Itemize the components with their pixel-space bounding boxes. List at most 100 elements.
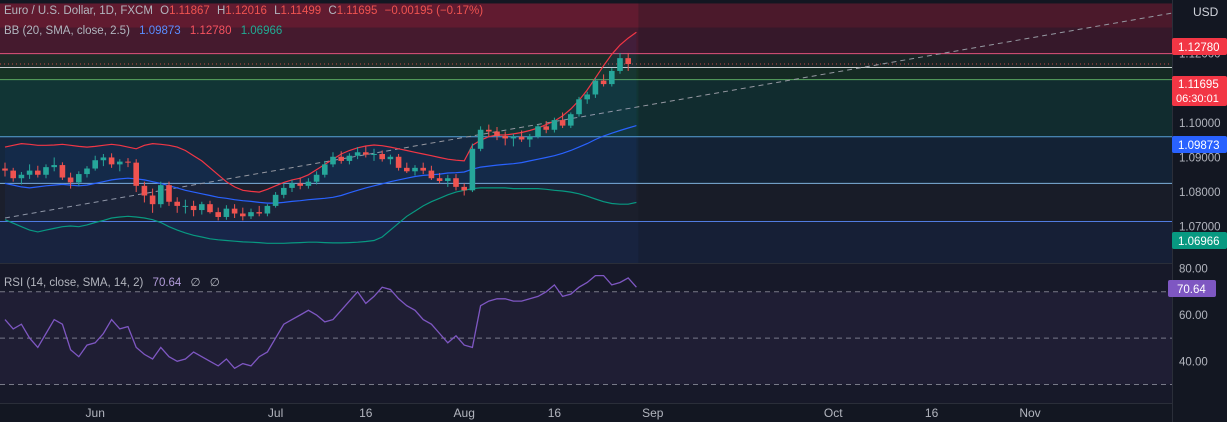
- candle: [404, 162, 410, 174]
- svg-text:RSI (14, close, SMA, 14, 2): RSI (14, close, SMA, 14, 2) 70.64 ∅ ∅: [4, 277, 220, 289]
- time-tick-labels[interactable]: Jun Jul 16 Aug 16 Sep Oct 16 Nov: [86, 406, 1041, 420]
- candle: [363, 146, 369, 158]
- candle: [108, 153, 115, 168]
- price-levels: [0, 53, 1172, 222]
- candle-body: [428, 170, 435, 179]
- candle: [289, 179, 295, 193]
- candle: [67, 172, 74, 189]
- candle: [117, 159, 123, 172]
- rsi-background: [0, 264, 1172, 403]
- candle-body: [207, 204, 213, 213]
- candle-body: [330, 156, 336, 165]
- currency-label[interactable]: USD: [1193, 5, 1219, 19]
- candle: [305, 178, 312, 189]
- candle-body: [199, 204, 205, 211]
- candle: [92, 155, 98, 171]
- high-value: 1.12016: [225, 5, 267, 17]
- candle-body: [379, 153, 385, 160]
- candle-body: [592, 80, 599, 95]
- rsi-legend-label[interactable]: RSI (14, close, SMA, 14, 2): [4, 277, 144, 289]
- candle: [313, 171, 320, 185]
- time-tick-label: Jun: [86, 406, 105, 420]
- low-value: 1.11499: [280, 5, 321, 17]
- candle-body: [576, 99, 582, 115]
- rsi-band-fill: [0, 291, 1172, 385]
- candle: [35, 165, 41, 178]
- candle: [272, 192, 279, 208]
- candle-body: [133, 162, 139, 186]
- candle-body: [502, 135, 508, 139]
- candlestick-series: [2, 52, 631, 221]
- candle: [84, 166, 90, 178]
- candle: [420, 162, 426, 175]
- rsi-tick-label: 40.00: [1179, 356, 1208, 368]
- candle-body: [100, 157, 107, 161]
- candle: [125, 158, 131, 168]
- candle: [576, 96, 582, 117]
- candle-body: [395, 156, 402, 168]
- candle: [445, 174, 451, 187]
- candle-body: [84, 168, 90, 175]
- candle-body: [272, 194, 279, 206]
- candle-body: [264, 205, 271, 214]
- candle: [158, 181, 164, 208]
- legend: Euro / U.S. Dollar, 1D, FXCM O1.11867 H1…: [4, 5, 483, 289]
- candle: [26, 164, 33, 179]
- price-zone: [0, 27, 1172, 54]
- svg-text:BB (20, SMA, close, 2.5): BB (20, SMA, close, 2.5) 1.09873 1.12780…: [4, 25, 282, 37]
- candle-body: [543, 126, 549, 130]
- price-zone: [0, 67, 1172, 80]
- candle-body: [158, 185, 164, 205]
- bb-upper-value: 1.12780: [190, 25, 232, 37]
- candle-body: [510, 136, 517, 139]
- candle-body: [461, 186, 467, 191]
- candle-body: [609, 70, 615, 85]
- price-zone: [0, 79, 1172, 137]
- candle: [535, 124, 541, 139]
- last-price-badge: [1172, 76, 1227, 106]
- candle: [199, 201, 205, 215]
- candle: [584, 91, 590, 104]
- rsi-levels: [0, 291, 1172, 385]
- price-badges: 1.12780 1.11695 06:30:01 1.09873 1.06966…: [1168, 38, 1227, 297]
- candle: [10, 167, 16, 182]
- symbol-title[interactable]: Euro / U.S. Dollar, 1D, FXCM: [4, 5, 153, 17]
- candle: [264, 204, 271, 217]
- candle-body: [59, 165, 66, 178]
- candle-body: [559, 120, 566, 126]
- time-tick-label: Nov: [1019, 406, 1040, 420]
- last-price-text: 1.11695: [1178, 79, 1219, 91]
- time-tick-label: Sep: [642, 406, 664, 420]
- candle: [2, 162, 8, 177]
- price-axis-background: [1173, 0, 1227, 422]
- rsi-tick-labels: 80.00 60.00 40.00: [1179, 264, 1208, 369]
- candle: [592, 77, 599, 98]
- bb-legend-label[interactable]: BB (20, SMA, close, 2.5): [4, 25, 130, 37]
- candle-body: [584, 94, 590, 100]
- change-value: −0.00195 (−0.17%): [385, 5, 484, 17]
- candle-body: [617, 58, 623, 71]
- candle-body: [174, 201, 180, 206]
- time-tick-label: 16: [359, 406, 373, 420]
- rsi-badge-text: 70.64: [1177, 284, 1206, 296]
- bb-lower-badge: [1172, 232, 1227, 249]
- time-tick-label: Aug: [454, 406, 475, 420]
- candle: [551, 117, 558, 133]
- time-tick-label: 16: [925, 406, 939, 420]
- bb-basis-badge-text: 1.09873: [1178, 140, 1220, 152]
- candle: [625, 52, 631, 71]
- candle-body: [363, 152, 369, 155]
- candle-body: [346, 155, 353, 161]
- high-label: H: [217, 5, 225, 17]
- price-tick-label: 1.10000: [1179, 118, 1221, 130]
- candle: [527, 133, 533, 148]
- candle-body: [371, 153, 377, 155]
- candle: [354, 147, 361, 160]
- rsi-pane: [0, 264, 1172, 403]
- candle: [494, 127, 500, 141]
- candle-body: [10, 170, 16, 179]
- rsi-legend-value: 70.64: [153, 277, 182, 289]
- candle-body: [453, 178, 459, 187]
- candle: [600, 74, 607, 87]
